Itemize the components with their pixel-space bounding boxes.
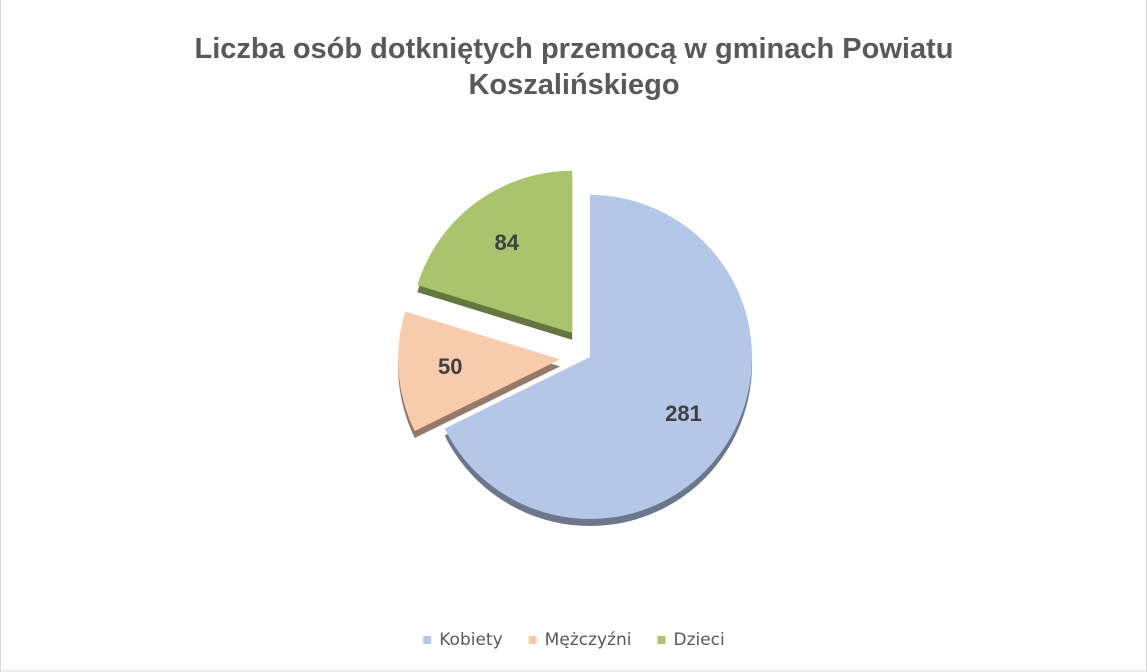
chart-title: Liczba osób dotkniętych przemocą w gmina… bbox=[195, 33, 954, 101]
slice bbox=[398, 311, 561, 432]
legend-label: Mężczyźni bbox=[545, 630, 632, 650]
legend: Kobiety Mężczyźni Dzieci bbox=[423, 630, 725, 650]
legend-marker bbox=[423, 636, 432, 644]
slice bbox=[444, 195, 752, 519]
legend-label: Kobiety bbox=[439, 630, 502, 650]
slice bbox=[417, 170, 573, 333]
legend-marker bbox=[657, 636, 666, 644]
data-label: 281 bbox=[665, 401, 702, 426]
data-label: 50 bbox=[438, 354, 462, 379]
legend-marker bbox=[528, 636, 537, 644]
legend-label: Dzieci bbox=[673, 630, 724, 650]
data-label: 84 bbox=[495, 230, 520, 255]
